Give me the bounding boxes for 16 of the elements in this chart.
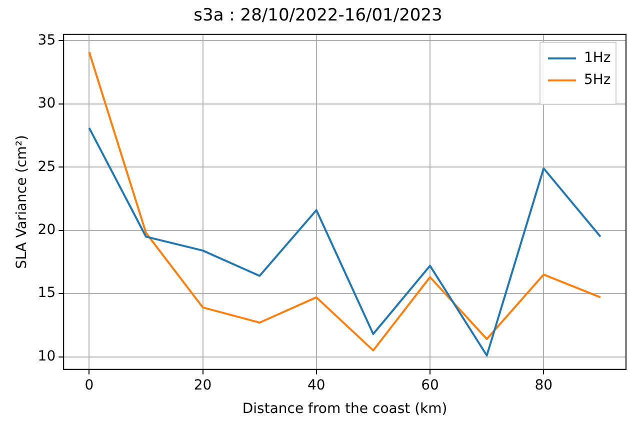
legend-label: 5Hz xyxy=(584,72,611,88)
y-tick-label: 20 xyxy=(38,222,56,238)
y-tick-label: 35 xyxy=(38,32,56,48)
x-axis-title: Distance from the coast (km) xyxy=(242,401,448,418)
x-tick-label: 20 xyxy=(194,377,212,394)
y-tick-label: 25 xyxy=(38,158,56,175)
legend-label: 1Hz xyxy=(584,50,611,66)
x-tick-label: 80 xyxy=(534,377,553,394)
chart-title: s3a : 28/10/2022-16/01/2023 xyxy=(194,6,442,26)
y-tick-label: 15 xyxy=(38,285,56,302)
x-tick-label: 0 xyxy=(84,377,94,394)
y-tick-label: 10 xyxy=(38,348,56,364)
y-tick-label: 30 xyxy=(38,96,56,112)
y-axis-title: SLA Variance (cm²) xyxy=(14,134,30,269)
x-tick-label: 40 xyxy=(307,377,326,394)
x-tick-label: 60 xyxy=(421,377,439,394)
